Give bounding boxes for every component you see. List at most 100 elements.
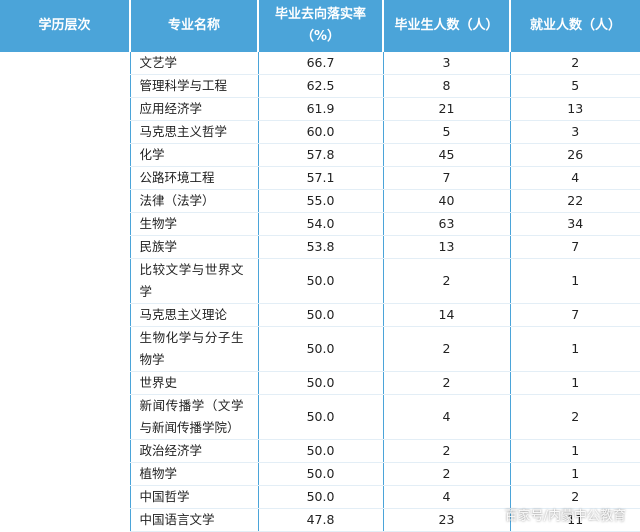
major-name-cell: 生物化学与分子生物学 — [129, 326, 258, 372]
level-cell — [0, 190, 130, 213]
major-name-cell: 应用经济学 — [129, 97, 258, 121]
major-name: 法律（法学） — [139, 193, 215, 208]
value-cell: 2 — [382, 439, 510, 463]
major-name: 公路环境工程 — [139, 170, 215, 185]
major-name-cell: 中国哲学 — [129, 485, 258, 509]
major-name-cell: 政治经济学 — [129, 439, 258, 463]
value-cell: 7 — [382, 166, 510, 190]
value-cell: 66.7 — [257, 52, 383, 75]
header-cell: 学历层次 — [0, 0, 130, 52]
major-name: 民族学 — [139, 239, 178, 254]
value-cell: 50.0 — [257, 303, 383, 327]
table-row: 管理科学与工程 62.5 8 5 — [0, 74, 640, 98]
major-name-cell: 世界史 — [129, 371, 258, 395]
value-cell: 1 — [509, 326, 640, 372]
value-cell: 13 — [382, 235, 510, 259]
major-name: 中国哲学 — [139, 489, 190, 504]
level-cell — [0, 327, 130, 372]
value-cell: 57.1 — [257, 166, 383, 190]
value-cell: 21 — [382, 97, 510, 121]
level-cell — [0, 486, 130, 509]
value-cell: 55.0 — [257, 189, 383, 213]
table-row: 生物化学与分子生物学 50.0 2 1 — [0, 326, 640, 372]
header-row: 学历层次 专业名称 毕业去向落实率 （%） 毕业生人数（人） 就业人数（人） — [0, 0, 640, 52]
value-cell: 2 — [382, 326, 510, 372]
header-cell: 就业人数（人） — [509, 0, 640, 52]
table-row: 民族学 53.8 13 7 — [0, 235, 640, 259]
major-name: 政治经济学 — [139, 443, 203, 458]
value-cell: 22 — [509, 189, 640, 213]
value-cell: 1 — [509, 439, 640, 463]
level-cell — [0, 52, 130, 75]
value-cell: 7 — [509, 303, 640, 327]
major-name-cell: 植物学 — [129, 462, 258, 486]
level-cell — [0, 167, 130, 190]
value-cell: 26 — [509, 143, 640, 167]
level-cell — [0, 372, 130, 395]
level-cell — [0, 259, 130, 304]
value-cell: 2 — [382, 371, 510, 395]
table-row: 世界史 50.0 2 1 — [0, 371, 640, 395]
major-name: 新闻传播学（文学与新闻传播学院） — [139, 398, 244, 435]
major-name: 中国语言文学 — [139, 512, 215, 527]
table-row: 新闻传播学（文学与新闻传播学院） 50.0 4 2 — [0, 394, 640, 440]
value-cell: 3 — [509, 120, 640, 144]
major-name-cell: 化学 — [129, 143, 258, 167]
major-name: 生物学 — [139, 216, 178, 231]
value-cell: 8 — [382, 74, 510, 98]
major-name: 世界史 — [139, 375, 178, 390]
level-cell — [0, 236, 130, 259]
level-cell — [0, 213, 130, 236]
value-cell: 13 — [509, 97, 640, 121]
major-name-cell: 新闻传播学（文学与新闻传播学院） — [129, 394, 258, 440]
table-row: 中国语言文学 47.8 23 11 — [0, 508, 640, 532]
value-cell: 50.0 — [257, 394, 383, 440]
value-cell: 1 — [509, 258, 640, 304]
level-cell — [0, 395, 130, 440]
table-row: 马克思主义理论 50.0 14 7 — [0, 303, 640, 327]
value-cell: 50.0 — [257, 258, 383, 304]
header-cell: 专业名称 — [129, 0, 258, 52]
level-cell — [0, 121, 130, 144]
value-cell: 2 — [509, 394, 640, 440]
value-cell: 62.5 — [257, 74, 383, 98]
major-name-cell: 民族学 — [129, 235, 258, 259]
value-cell: 4 — [382, 394, 510, 440]
major-name-cell: 中国语言文学 — [129, 508, 258, 532]
major-name: 管理科学与工程 — [139, 78, 228, 93]
table-row: 文艺学 66.7 3 2 — [0, 52, 640, 75]
major-name-cell: 比较文学与世界文学 — [129, 258, 258, 304]
value-cell: 47.8 — [257, 508, 383, 532]
value-cell: 23 — [382, 508, 510, 532]
table-row: 法律（法学） 55.0 40 22 — [0, 189, 640, 213]
header-cell: 毕业去向落实率 （%） — [257, 0, 383, 52]
major-name: 应用经济学 — [139, 101, 203, 116]
level-cell — [0, 463, 130, 486]
value-cell: 1 — [509, 462, 640, 486]
major-name-cell: 法律（法学） — [129, 189, 258, 213]
table-row: 植物学 50.0 2 1 — [0, 462, 640, 486]
major-name: 化学 — [139, 147, 165, 162]
value-cell: 2 — [382, 462, 510, 486]
table-row: 公路环境工程 57.1 7 4 — [0, 166, 640, 190]
level-cell — [0, 75, 130, 98]
major-name-cell: 管理科学与工程 — [129, 74, 258, 98]
value-cell: 50.0 — [257, 326, 383, 372]
table-row: 政治经济学 50.0 2 1 — [0, 439, 640, 463]
table-row: 比较文学与世界文学 50.0 2 1 — [0, 258, 640, 304]
value-cell: 5 — [382, 120, 510, 144]
watermark: 百家号/内蒙中公教育 — [504, 509, 626, 524]
value-cell: 4 — [382, 485, 510, 509]
header-line: 毕业去向落实率 — [274, 7, 366, 22]
major-name: 马克思主义哲学 — [139, 124, 228, 139]
value-cell: 50.0 — [257, 439, 383, 463]
major-name: 生物化学与分子生物学 — [139, 330, 244, 367]
table-row: 化学 57.8 45 26 — [0, 143, 640, 167]
table-header: 学历层次 专业名称 毕业去向落实率 （%） 毕业生人数（人） 就业人数（人） — [0, 0, 640, 52]
level-cell — [0, 98, 130, 121]
table-body: 文艺学 66.7 3 2 管理科学与工程 62.5 8 5 应用经济学 61.9 21 13 马克思主义… — [0, 52, 640, 532]
header-line: （%） — [300, 29, 341, 44]
table-row: 应用经济学 61.9 21 13 — [0, 97, 640, 121]
